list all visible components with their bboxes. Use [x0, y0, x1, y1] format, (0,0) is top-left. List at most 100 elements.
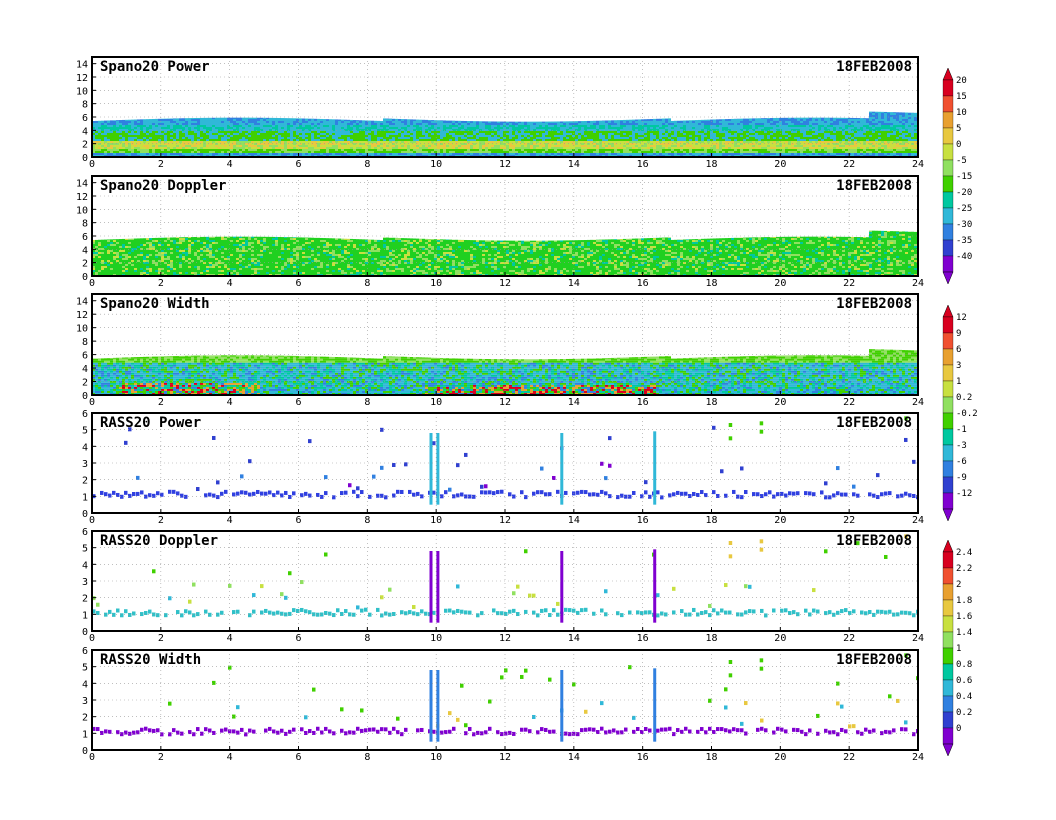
data-cell [776, 133, 779, 135]
data-cell [479, 125, 482, 127]
data-cell [764, 133, 767, 135]
data-cell [260, 133, 263, 135]
data-cell [845, 127, 848, 129]
data-cell [752, 153, 755, 155]
data-cell [548, 129, 551, 131]
data-cell [98, 129, 101, 131]
data-cell [797, 153, 800, 155]
data-cell [239, 129, 242, 131]
data-cell [632, 139, 635, 141]
data-cell [383, 137, 386, 139]
data-cell [476, 121, 479, 123]
data-cell [392, 149, 395, 151]
data-cell [209, 133, 212, 135]
data-cell [107, 123, 110, 125]
data-cell [635, 151, 638, 153]
data-cell [740, 135, 743, 137]
data-cell [488, 135, 491, 137]
data-cell [278, 121, 281, 123]
data-cell [182, 123, 185, 125]
data-cell [647, 121, 650, 123]
data-cell [398, 153, 401, 155]
data-cell [818, 151, 821, 153]
data-cell [800, 125, 803, 127]
data-cell [221, 125, 224, 127]
data-cell [632, 131, 635, 133]
data-cell [455, 131, 458, 133]
data-cell [422, 147, 425, 149]
data-cell [773, 143, 776, 145]
data-cell [170, 121, 173, 123]
data-cell [95, 147, 98, 149]
data-cell [332, 123, 335, 125]
data-cell [458, 143, 461, 145]
data-cell [761, 129, 764, 131]
data-cell [533, 145, 536, 147]
data-cell [371, 149, 374, 151]
data-cell [149, 141, 152, 143]
data-cell [548, 131, 551, 133]
data-cell [413, 149, 416, 151]
data-cell [488, 145, 491, 147]
data-cell [692, 141, 695, 143]
data-cell [509, 127, 512, 129]
data-cell [452, 147, 455, 149]
data-cell [356, 135, 359, 137]
data-cell [569, 139, 572, 141]
data-cell [758, 151, 761, 153]
data-cell [803, 151, 806, 153]
data-cell [329, 135, 332, 137]
data-cell [308, 131, 311, 133]
data-cell [479, 149, 482, 151]
data-cell [116, 153, 119, 155]
data-cell [269, 141, 272, 143]
data-cell [134, 141, 137, 143]
data-cell [704, 120, 707, 121]
data-cell [344, 145, 347, 147]
data-cell [278, 131, 281, 133]
data-cell [134, 143, 137, 145]
data-cell [440, 131, 443, 133]
data-cell [413, 131, 416, 133]
data-cell [623, 137, 626, 139]
data-cell [365, 127, 368, 129]
data-cell [278, 135, 281, 137]
data-cell [260, 141, 263, 143]
data-cell [122, 127, 125, 129]
data-cell [194, 147, 197, 149]
data-cell [824, 143, 827, 145]
data-cell [230, 149, 233, 151]
data-cell [701, 127, 704, 129]
data-cell [671, 133, 674, 135]
data-cell [680, 121, 683, 123]
data-cell [863, 147, 866, 149]
data-cell [779, 147, 782, 149]
data-cell [272, 135, 275, 137]
data-cell [776, 149, 779, 151]
data-cell [131, 143, 134, 145]
data-cell [197, 133, 200, 135]
data-cell [296, 118, 299, 119]
data-cell [836, 129, 839, 131]
data-cell [791, 125, 794, 127]
data-cell [689, 125, 692, 127]
data-cell [371, 141, 374, 143]
data-cell [128, 125, 131, 127]
data-cell [95, 121, 98, 123]
data-cell [563, 153, 566, 155]
data-cell [320, 131, 323, 133]
data-cell [293, 137, 296, 139]
data-cell [758, 143, 761, 145]
data-cell [560, 139, 563, 141]
data-cell [647, 129, 650, 131]
data-cell [680, 135, 683, 137]
data-cell [476, 131, 479, 133]
data-cell [623, 120, 626, 121]
data-cell [815, 133, 818, 135]
data-cell [761, 131, 764, 133]
data-cell [248, 135, 251, 137]
data-cell [776, 139, 779, 141]
data-cell [560, 129, 563, 131]
data-cell [275, 125, 278, 127]
data-cell [458, 133, 461, 135]
